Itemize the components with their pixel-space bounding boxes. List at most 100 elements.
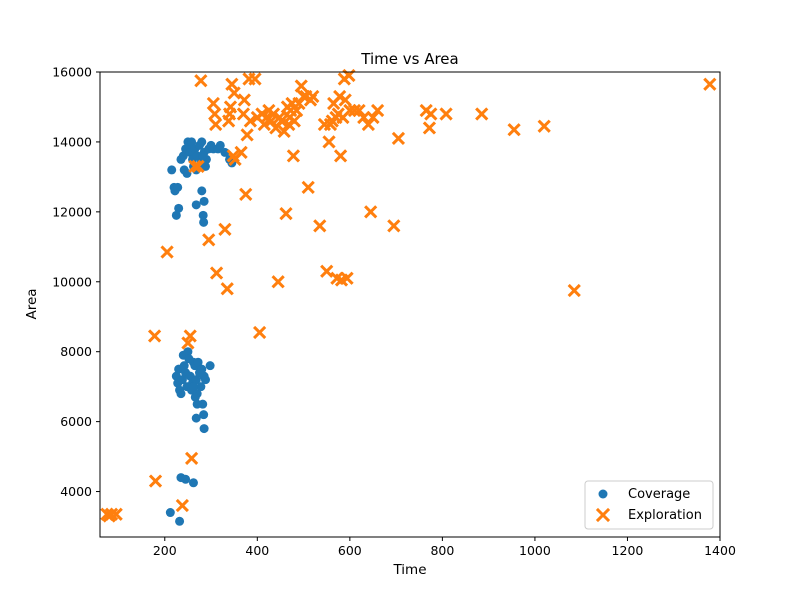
exploration-point [306, 89, 320, 104]
exploration-point [206, 96, 220, 111]
coverage-point [171, 210, 181, 220]
coverage-point [181, 474, 191, 484]
coverage-point [179, 361, 189, 371]
coverage-point [197, 186, 207, 196]
coverage-point [199, 196, 209, 206]
exploration-point [391, 131, 406, 146]
exploration-point [703, 77, 717, 91]
legend-exploration-marker [595, 507, 611, 523]
plot-area [100, 68, 717, 526]
exploration-point [507, 123, 521, 137]
x-tick-label: 800 [430, 543, 454, 558]
exploration-point [237, 93, 251, 107]
y-tick-label: 16000 [52, 65, 92, 80]
exploration-point [370, 103, 385, 118]
exploration-point [253, 325, 267, 340]
exploration-point [183, 329, 197, 343]
coverage-point [193, 357, 203, 367]
y-axis: 4000 6000 8000 10000 12000 14000 16000 [52, 65, 100, 499]
coverage-point [198, 210, 208, 220]
coverage-point [197, 364, 207, 374]
exploration-point [194, 74, 208, 88]
x-axis: 200 400 600 800 1000 1200 1400 [153, 537, 736, 558]
exploration-point [248, 72, 262, 86]
exploration-point [227, 86, 241, 100]
exploration-point [208, 107, 222, 121]
coverage-point [177, 375, 187, 385]
chart-title: Time vs Area [360, 50, 458, 68]
exploration-point [424, 107, 438, 121]
coverage-point [205, 361, 215, 371]
coverage-point [200, 375, 210, 385]
exploration-point [188, 159, 202, 174]
coverage-point [191, 375, 201, 385]
legend-coverage-marker [598, 489, 608, 499]
coverage-point [197, 137, 207, 147]
coverage-point [191, 200, 201, 210]
series-exploration [100, 68, 717, 523]
coverage-point [196, 382, 206, 392]
exploration-point [279, 206, 293, 221]
exploration-point [366, 110, 380, 125]
coverage-point [183, 347, 193, 357]
exploration-point [218, 222, 232, 236]
exploration-point [184, 451, 199, 465]
coverage-point [175, 516, 185, 526]
legend: Coverage Exploration [584, 480, 714, 530]
coverage-point [173, 182, 183, 192]
coverage-point [199, 217, 209, 227]
exploration-point [333, 149, 348, 163]
exploration-point [243, 114, 257, 128]
y-tick-label: 12000 [52, 204, 92, 219]
exploration-point [301, 180, 315, 194]
coverage-point [215, 140, 225, 150]
exploration-point [567, 283, 581, 298]
exploration-point [286, 149, 301, 163]
coverage-point [176, 389, 186, 399]
legend-coverage-label: Coverage [628, 487, 690, 502]
coverage-point [200, 161, 210, 171]
exploration-point [340, 271, 354, 285]
exploration-point [148, 474, 163, 488]
exploration-point [387, 219, 401, 233]
coverage-point [187, 137, 197, 147]
y-tick-label: 14000 [52, 134, 92, 149]
exploration-point [175, 498, 189, 513]
x-tick-label: 1000 [519, 543, 551, 558]
exploration-point [209, 117, 223, 132]
exploration-point [271, 275, 285, 289]
exploration-point [313, 219, 327, 233]
y-tick-label: 6000 [60, 414, 92, 429]
exploration-point [357, 110, 371, 125]
series-coverage [165, 137, 237, 526]
x-tick-label: 1200 [612, 543, 644, 558]
exploration-point [239, 187, 253, 201]
exploration-point [296, 89, 311, 104]
exploration-point [338, 93, 352, 107]
exploration-point [202, 233, 216, 247]
exploration-point [294, 79, 308, 93]
exploration-point [361, 117, 375, 132]
exploration-point [352, 103, 366, 118]
exploration-point [240, 128, 254, 142]
coverage-point [199, 424, 209, 434]
x-tick-label: 600 [338, 543, 362, 558]
exploration-point [109, 507, 123, 521]
coverage-point [176, 154, 186, 164]
plot-frame [99, 71, 721, 538]
exploration-point [422, 121, 437, 135]
coverage-point [192, 399, 202, 409]
coverage-point [165, 508, 175, 518]
exploration-point [223, 100, 238, 114]
exploration-point [220, 282, 234, 296]
legend-exploration-label: Exploration [628, 508, 702, 523]
exploration-point [191, 159, 205, 174]
x-tick-label: 200 [153, 543, 177, 558]
legend-box [584, 480, 714, 530]
y-axis-label: Area [24, 288, 40, 319]
x-tick-label: 400 [245, 543, 269, 558]
exploration-point [234, 145, 248, 160]
exploration-point [287, 114, 301, 128]
coverage-point [199, 410, 209, 420]
